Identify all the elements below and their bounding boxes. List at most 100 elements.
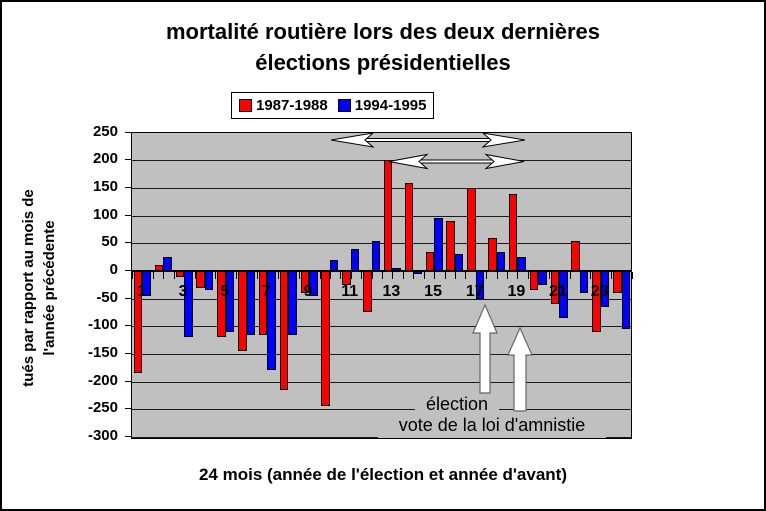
xtick-mark	[454, 272, 456, 279]
xtick-mark	[621, 272, 623, 279]
bar-1987-1988-month-7	[258, 271, 268, 335]
annotation-amnesty: vote de la loi d'amnistie	[378, 415, 606, 438]
legend: 1987-1988 1994-1995	[231, 92, 435, 119]
bar-1994-1995-month-2	[163, 257, 172, 271]
bar-1994-1995-month-11	[350, 248, 360, 271]
xtick-mark	[486, 272, 488, 279]
xtick-mark	[496, 272, 498, 279]
bar-1987-1988-month-23	[592, 271, 601, 332]
xtick-mark	[444, 272, 446, 279]
xtick-mark	[371, 272, 373, 279]
xtick-label-13: 13	[382, 283, 401, 300]
xtick-mark	[132, 272, 133, 279]
xtick-label-5: 5	[220, 283, 230, 300]
xtick-mark	[340, 272, 342, 279]
bar-1994-1995-month-18	[496, 251, 506, 271]
xtick-mark	[361, 272, 363, 279]
xtick-mark	[329, 272, 331, 279]
xtick-mark	[173, 272, 175, 279]
legend-label-1994-1995: 1994-1995	[354, 97, 427, 114]
bar-1987-1988-month-17	[467, 188, 476, 271]
bar-1994-1995-month-24	[621, 271, 631, 330]
ytick-mark-150	[125, 187, 132, 189]
legend-swatch-red	[239, 99, 252, 112]
bar-1994-1995-month-6	[246, 271, 256, 335]
bar-1987-1988-month-15	[425, 251, 435, 271]
legend-item-1994-1995: 1994-1995	[337, 97, 427, 114]
xtick-mark	[288, 272, 290, 279]
xtick-mark	[194, 272, 196, 279]
gridline-200	[132, 160, 631, 162]
bar-1994-1995-month-19	[517, 257, 526, 271]
gridline--100	[132, 326, 631, 328]
xtick-mark	[382, 272, 383, 279]
gridline--200	[132, 381, 631, 383]
ytick-mark-100	[125, 214, 132, 216]
xtick-label-9: 9	[303, 283, 313, 300]
ytick-label--100: -100	[87, 316, 118, 334]
ytick-mark-200	[125, 159, 132, 161]
xtick-mark	[611, 272, 613, 279]
ytick-label--200: -200	[87, 371, 118, 389]
xtick-mark	[184, 272, 186, 279]
ytick-mark--250	[125, 408, 132, 410]
xtick-mark	[402, 272, 404, 279]
bar-1987-1988-month-13	[383, 160, 393, 271]
ytick-mark--150	[125, 352, 132, 354]
xtick-mark	[298, 272, 300, 279]
xtick-mark	[559, 272, 561, 279]
xtick-mark	[142, 272, 144, 279]
xtick-mark	[319, 272, 321, 279]
ytick-label--250: -250	[87, 399, 118, 417]
ytick-label-50: 50	[101, 233, 118, 251]
xtick-mark	[475, 272, 477, 279]
y-axis-title: tués par rapport au mois de l'année préc…	[18, 118, 62, 458]
gridline--150	[132, 353, 631, 355]
ytick-mark-0	[125, 270, 132, 271]
xtick-mark	[569, 272, 571, 279]
xtick-mark	[548, 272, 550, 279]
bar-1987-1988-month-5	[217, 271, 226, 338]
gridline-150	[132, 188, 631, 190]
xtick-label-19: 19	[507, 283, 526, 300]
bar-1987-1988-month-19	[508, 193, 518, 271]
ytick-label--50: -50	[96, 288, 118, 306]
xtick-mark	[465, 272, 467, 279]
xtick-label-21: 21	[549, 283, 567, 300]
xtick-mark	[527, 272, 529, 279]
xtick-mark	[236, 272, 238, 279]
ytick-label-250: 250	[92, 122, 118, 140]
y-axis-title-line-2: l'année précédente	[41, 220, 58, 356]
bar-1994-1995-month-16	[454, 254, 464, 271]
chart-title-line-2: élections présidentielles	[255, 50, 511, 75]
annotation-election: élection	[415, 394, 499, 414]
ytick-label-200: 200	[92, 150, 118, 168]
chart-title-line-1: mortalité routière lors des deux dernièr…	[165, 19, 601, 44]
xtick-mark	[507, 272, 508, 279]
chart-title: mortalité routière lors des deux dernièr…	[2, 16, 764, 78]
legend-label-1987-1988: 1987-1988	[256, 97, 328, 114]
xtick-mark	[246, 272, 248, 279]
legend-item-1987-1988: 1987-1988	[239, 97, 328, 114]
xtick-mark	[517, 272, 519, 279]
xtick-mark	[257, 272, 258, 279]
xtick-mark	[204, 272, 206, 279]
x-axis-line	[132, 270, 631, 272]
xtick-mark	[579, 272, 581, 279]
ytick-mark--50	[125, 297, 132, 299]
ytick-mark-250	[125, 131, 132, 133]
ytick-mark--200	[125, 380, 132, 382]
xtick-mark	[632, 272, 633, 279]
ytick-label-0: 0	[109, 261, 118, 278]
bar-1994-1995-month-8	[288, 271, 297, 335]
ytick-label--150: -150	[87, 343, 118, 361]
plot-area	[131, 132, 633, 439]
xtick-mark	[267, 272, 269, 279]
bar-1994-1995-month-3	[184, 271, 193, 338]
xtick-label-1: 1	[136, 283, 146, 300]
ytick-label-150: 150	[92, 178, 118, 196]
xtick-mark	[163, 272, 165, 279]
xtick-mark	[413, 272, 415, 279]
xtick-mark	[350, 272, 352, 279]
